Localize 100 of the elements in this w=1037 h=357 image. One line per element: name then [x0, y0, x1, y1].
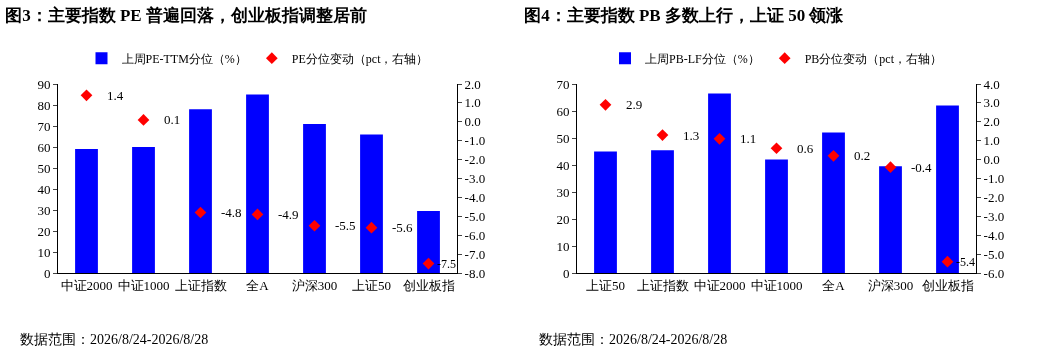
data-label: -0.4 [911, 160, 933, 175]
y2-tick-label: -1.0 [983, 171, 1005, 187]
chart-title: 图3：主要指数 PE 普遍回落，创业板指调整居前 [5, 4, 367, 25]
x-tick-label: 上证指数 [174, 277, 227, 293]
x-tick-label: 创业板指 [402, 277, 455, 293]
bar [651, 150, 674, 273]
x-tick-label: 上证50 [586, 277, 625, 293]
text: 数据范围：2026/8/24-2026/8/28 [20, 332, 209, 347]
bar [75, 149, 98, 273]
legend-label: 上周PB-LF分位（%） [645, 51, 760, 66]
legend-label: 上周PE-TTM分位（%） [121, 51, 247, 66]
x-tick-label: 中证1000 [750, 277, 803, 293]
y2-tick-label: -5.0 [983, 246, 1005, 262]
bar [708, 93, 731, 273]
y-tick-label: 90 [37, 76, 51, 92]
point [137, 114, 150, 126]
y-tick-label: 50 [37, 160, 51, 176]
y2-tick-label: -6.0 [983, 265, 1005, 281]
bar [132, 147, 155, 273]
data-label: 2.9 [626, 97, 643, 112]
text: 数据范围：2026/8/24-2026/8/28 [539, 332, 728, 347]
y-tick-label: 10 [556, 238, 570, 254]
y-tick-label: 20 [556, 211, 570, 227]
y2-tick-label: -6.0 [464, 227, 486, 243]
point [80, 89, 93, 102]
point [251, 208, 264, 221]
y2-tick-label: 2.0 [464, 76, 481, 92]
bar [189, 109, 212, 273]
y2-tick-label: -3.0 [464, 171, 486, 187]
y-tick-label: 30 [37, 202, 51, 218]
y2-tick-label: -1.0 [464, 133, 486, 149]
y2-tick-label: 0.0 [983, 152, 1000, 168]
data-label: -5.6 [392, 220, 414, 235]
x-tick-label: 沪深300 [867, 277, 914, 293]
y-tick-label: 50 [556, 130, 570, 146]
point [770, 142, 783, 155]
y2-tick-label: 2.0 [983, 114, 1000, 130]
x-tick-label: 全A [246, 277, 270, 293]
bar [303, 123, 326, 273]
data-label: -4.9 [278, 207, 299, 222]
x-tick-label: 中证2000 [693, 277, 746, 293]
x-tick-label: 中证2000 [60, 277, 113, 293]
point [422, 257, 435, 270]
bar [360, 134, 383, 273]
y2-tick-label: 1.0 [983, 133, 1000, 149]
y-tick-label: 10 [37, 244, 51, 260]
data-label: 0.1 [164, 112, 181, 127]
bar [879, 166, 902, 273]
x-tick-label: 沪深300 [291, 277, 338, 293]
y2-tick-label: -4.0 [983, 227, 1005, 243]
point [599, 98, 612, 111]
point [365, 221, 378, 234]
y2-tick-label: -3.0 [983, 208, 1005, 224]
legend-label: PE分位变动（pct，右轴） [291, 51, 429, 66]
y-tick-label: 60 [556, 103, 570, 119]
legend-label: PB分位变动（pct，右轴） [804, 51, 943, 66]
y-tick-label: 30 [556, 184, 570, 200]
y-tick-label: 40 [556, 157, 570, 173]
point [713, 132, 726, 145]
bar [822, 132, 845, 273]
y-tick-label: 0 [43, 265, 51, 281]
point [827, 149, 840, 162]
y2-tick-label: -2.0 [983, 189, 1005, 205]
chart-title: 图4：主要指数 PB 多数上行，上证 50 领涨 [524, 5, 845, 25]
data-label: 0.2 [854, 148, 871, 163]
y-tick-label: 70 [37, 118, 51, 134]
y2-tick-label: -8.0 [464, 265, 486, 281]
data-label: 1.4 [107, 88, 124, 103]
data-label: -4.8 [221, 205, 242, 220]
point [308, 219, 321, 232]
y2-tick-label: -2.0 [464, 152, 486, 168]
y2-tick-label: -7.0 [464, 246, 486, 262]
y-tick-label: 40 [37, 181, 51, 197]
point [884, 161, 897, 174]
bar [594, 151, 617, 273]
bar [765, 159, 788, 273]
data-label: -5.5 [335, 218, 356, 233]
x-tick-label: 全A [822, 277, 846, 293]
y2-tick-label: 0.0 [464, 114, 481, 130]
data-label: 1.3 [683, 128, 700, 143]
y2-tick-label: -5.0 [464, 208, 486, 224]
x-tick-label: 上证指数 [636, 277, 689, 293]
y2-tick-label: -4.0 [464, 189, 486, 205]
y-tick-label: 80 [37, 97, 51, 113]
y2-tick-label: 4.0 [983, 76, 1000, 92]
point [194, 206, 207, 219]
data-label: 0.6 [797, 141, 814, 156]
data-label: 1.1 [740, 131, 757, 146]
y-tick-label: 60 [37, 139, 51, 155]
y-tick-label: 0 [562, 265, 570, 281]
x-tick-label: 中证1000 [117, 277, 170, 293]
y-tick-label: 20 [37, 223, 51, 239]
y2-tick-label: 1.0 [464, 95, 481, 111]
x-tick-label: 创业板指 [921, 277, 974, 293]
y-tick-label: 70 [556, 76, 570, 92]
point [656, 129, 669, 141]
bar [246, 94, 269, 273]
y2-tick-label: 3.0 [983, 95, 1000, 111]
x-tick-label: 上证50 [352, 277, 391, 293]
point [941, 255, 954, 268]
